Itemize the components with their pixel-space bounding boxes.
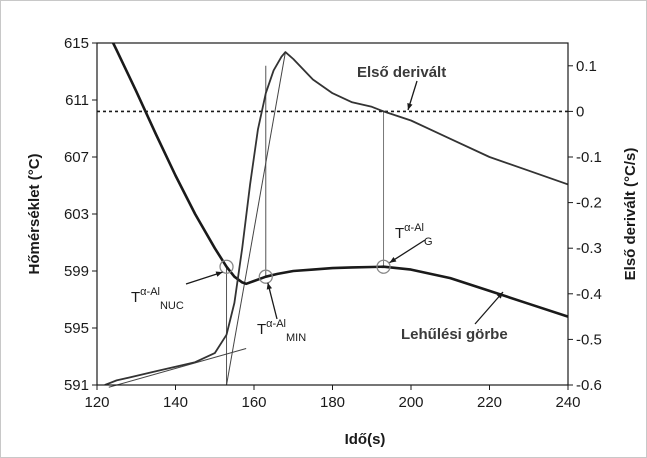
min-arrow-head	[266, 282, 273, 290]
t-min-sup: α-Al	[266, 318, 286, 330]
first-derivative-line	[104, 51, 568, 385]
t-nuc-sup: α-Al	[140, 286, 160, 298]
t-alpha-al-nuc-label: Tα-AlNUC	[131, 286, 184, 312]
x-axis-title: Idő(s)	[345, 431, 386, 448]
x-tick-label: 120	[84, 394, 109, 411]
g-arrow-head	[389, 256, 397, 263]
x-tick-label: 220	[477, 394, 502, 411]
y-right-axis-title: Első derivált (°C/s)	[622, 148, 639, 281]
t-nuc-base: T	[131, 289, 140, 306]
g-arrow	[389, 239, 426, 264]
t-g-sub: G	[424, 236, 433, 248]
y-left-tick-label: 591	[64, 377, 89, 394]
y-right-tick-label: 0	[576, 103, 584, 120]
t-alpha-al-g-label: Tα-AlG	[395, 222, 433, 248]
t-g-sup: α-Al	[404, 222, 424, 234]
y-right-tick-label: -0.2	[576, 195, 602, 212]
t-g-base: T	[395, 225, 404, 242]
t-min-sub: MIN	[286, 332, 306, 344]
x-tick-label: 240	[555, 394, 580, 411]
cooling-curve-line	[111, 43, 568, 318]
y-left-tick-label: 603	[64, 206, 89, 223]
derivative-label-arrow-head	[407, 103, 413, 110]
baseline-tangent-line	[108, 348, 247, 388]
y-left-tick-label: 615	[64, 35, 89, 52]
y-left-tick-label: 607	[64, 149, 89, 166]
y-right-tick-label: 0.1	[576, 58, 597, 75]
min-point-marker	[258, 269, 273, 284]
y-left-tick-label: 595	[64, 320, 89, 337]
y-left-axis-title: Hőmérséklet (°C)	[26, 153, 43, 274]
y-right-tick-label: -0.5	[576, 331, 602, 348]
t-alpha-al-min-label: Tα-AlMIN	[257, 318, 306, 344]
y-right-tick-label: -0.4	[576, 286, 602, 303]
y-right-tick-label: -0.3	[576, 240, 602, 257]
x-tick-label: 200	[398, 394, 423, 411]
t-min-base: T	[257, 321, 266, 338]
cooling-label-arrow-head	[496, 292, 503, 299]
t-nuc-sub: NUC	[160, 300, 184, 312]
first-derivative-label: Első derivált	[357, 64, 446, 81]
g-point-marker	[376, 259, 391, 274]
y-right-tick-label: -0.6	[576, 377, 602, 394]
x-tick-label: 160	[241, 394, 266, 411]
cooling-curve-label: Lehűlési görbe	[401, 326, 508, 343]
nuc-point-marker	[219, 259, 234, 274]
x-tick-label: 140	[163, 394, 188, 411]
y-right-tick-label: -0.1	[576, 149, 602, 166]
cooling-label-arrow	[474, 291, 504, 325]
nuc-arrow-head	[215, 271, 223, 277]
x-tick-label: 180	[320, 394, 345, 411]
rise-tangent-line	[226, 52, 286, 386]
y-left-tick-label: 599	[64, 263, 89, 280]
y-left-tick-label: 611	[65, 92, 89, 109]
